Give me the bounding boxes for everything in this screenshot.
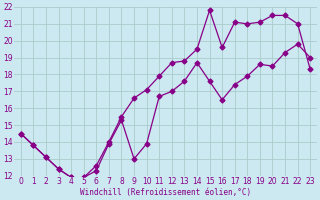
X-axis label: Windchill (Refroidissement éolien,°C): Windchill (Refroidissement éolien,°C) bbox=[80, 188, 251, 197]
